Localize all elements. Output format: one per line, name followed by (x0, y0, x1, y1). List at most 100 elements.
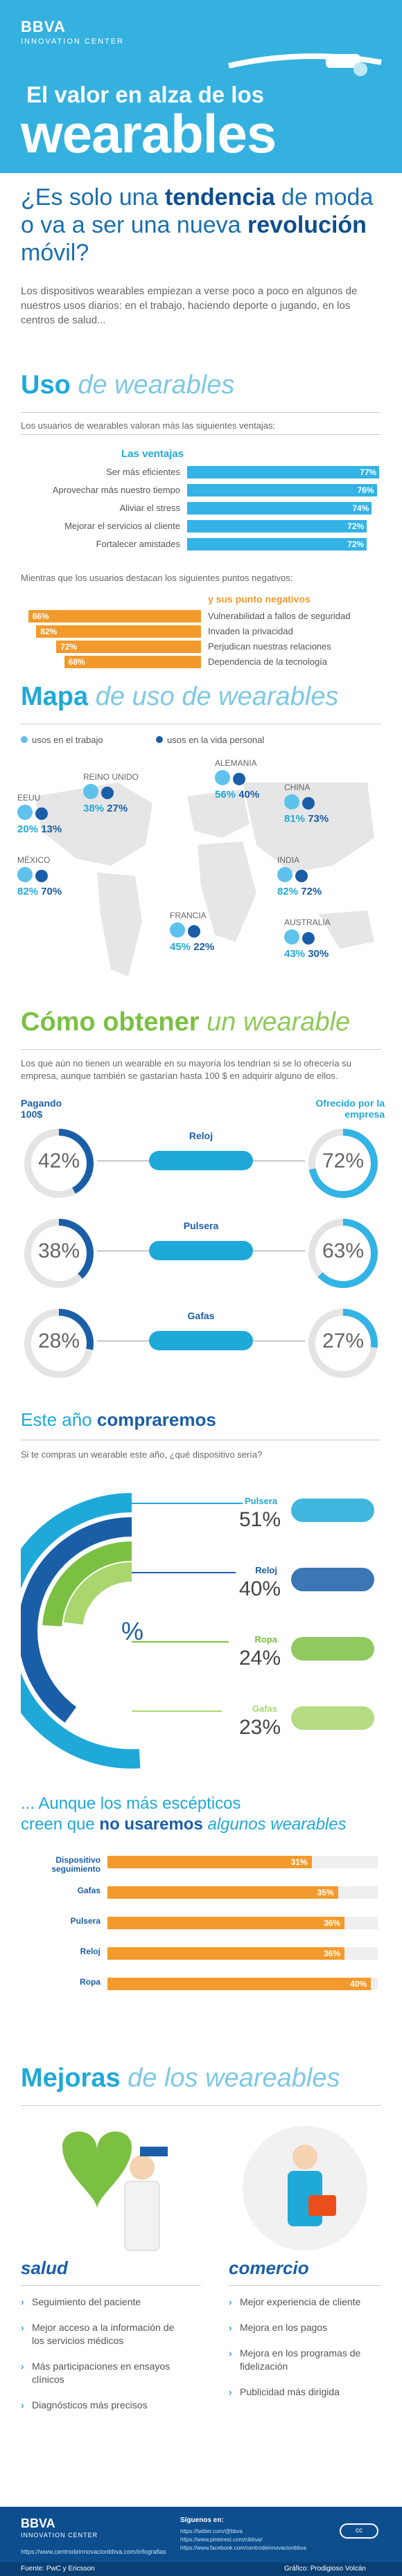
negative-label: Perjudican nuestras relaciones (208, 641, 331, 652)
country-values: 81% 73% (284, 813, 381, 825)
work-value: 81% (284, 813, 308, 825)
compraremos-title: Este año compraremos (0, 1409, 402, 1431)
advantage-bar: 77% (187, 466, 380, 478)
paying-title: Pagando 100$ (21, 1098, 62, 1120)
negative-value: 86% (32, 611, 49, 621)
chevron-right-icon: › (21, 2361, 24, 2372)
skeptic-bar: 31% (107, 1856, 312, 1868)
work-dot (284, 794, 299, 810)
world-map (35, 782, 374, 976)
life-value: 70% (41, 886, 62, 897)
legend-work-label: usos en el trabajo (32, 735, 103, 745)
advantage-label: Mejorar el servicios al cliente (64, 521, 180, 531)
list-item: › Más participaciones en ensayos clínicos (21, 2360, 187, 2386)
device-icon (291, 1706, 374, 1730)
ring-value: 23% (238, 1716, 281, 1739)
device-icon (149, 1151, 253, 1170)
skeptic-value: 31% (290, 1857, 308, 1867)
no-usaremos-title: ... Aunque los más escépticos creen que … (0, 1794, 402, 1835)
paying-value: 42% (37, 1150, 80, 1172)
ring-value-arc (308, 1129, 378, 1198)
footer-links: https://twitter.com/@bbva https://www.pin… (180, 2528, 306, 2552)
advantage-value: 72% (347, 539, 365, 549)
country-values: 56% 40% (215, 789, 312, 800)
country-dots (17, 867, 114, 884)
mejoras-title-bold: Mejoras (21, 2064, 121, 2093)
compraremos-title-rest: Este año (21, 1409, 97, 1430)
list-item-text: Más participaciones en ensayos clínicos (32, 2361, 171, 2385)
glasses-icon (228, 53, 382, 76)
work-value: 43% (284, 948, 308, 960)
work-dot (17, 867, 33, 882)
list-item-text: Mejora en los pagos (240, 2322, 328, 2333)
country-dots (284, 794, 381, 811)
brand-subtitle: INNOVATION CENTER (21, 37, 125, 46)
ring-value-arc (24, 1309, 94, 1378)
list-item: › Mejora en los programas de fidelización (229, 2347, 381, 2373)
donut-ring (24, 1309, 94, 1378)
no-usaremos-line1: ... Aunque los más escépticos (21, 1794, 241, 1813)
chevron-right-icon: › (21, 2296, 24, 2307)
life-value: 13% (41, 823, 62, 835)
map-country: FRANCIA 45% 22% (170, 911, 267, 953)
ring-arc (21, 1493, 141, 1769)
negative-value: 72% (60, 642, 78, 652)
cc-license-icon: cc (340, 2523, 378, 2539)
line2-bold: no usaremos (99, 1815, 203, 1834)
work-dot (17, 805, 33, 820)
legend-life-dot (156, 736, 163, 743)
device-label: Reloj (189, 1130, 213, 1141)
obtener-title-rest: un wearable (199, 1008, 351, 1037)
list-item-text: Seguimiento del paciente (32, 2296, 141, 2307)
work-dot (170, 922, 185, 938)
legend-life-label: usos en la vida personal (167, 735, 265, 745)
footer-bottom-bar (0, 2562, 402, 2576)
rings-chart (21, 1493, 141, 1769)
country-name: EEUU (17, 793, 41, 803)
salud-title: salud (21, 2257, 68, 2278)
country-values: 82% 72% (277, 886, 374, 897)
health-illustration-icon (62, 2131, 168, 2251)
device-label: Pulsera (183, 1220, 219, 1231)
bbva-logo[interactable]: BBVA (21, 18, 66, 35)
list-item: › Mejora en los pagos (229, 2321, 381, 2334)
list-item-text: Mejor acceso a la información de los ser… (32, 2322, 175, 2346)
map-country: ALEMANIA 56% 40% (215, 758, 312, 800)
country-dots (277, 867, 374, 884)
footer-link[interactable]: https://twitter.com/@bbva (180, 2528, 243, 2534)
ring-connector (132, 1572, 236, 1573)
list-item: › Seguimiento del paciente (21, 2296, 187, 2309)
ring-value-arc (308, 1309, 378, 1378)
comercio-list: › Mejor experiencia de cliente › Mejora en … (229, 2296, 381, 2411)
footer-link[interactable]: https://www.facebook.com/centrodeinnovac… (180, 2545, 306, 2551)
list-item-text: Mejor experiencia de cliente (240, 2296, 361, 2307)
hero-title-line1: El valor en alza de los (26, 82, 264, 107)
neg-lead: Mientras que los usuarios destacan los s… (21, 573, 293, 583)
list-item: › Publicidad más dirigida (229, 2386, 381, 2399)
country-dots (17, 805, 114, 821)
mapa-title-rest: de uso de wearables (88, 682, 339, 711)
skeptic-bar: 35% (107, 1886, 338, 1899)
divider (21, 1049, 381, 1050)
negative-label: Invaden la privacidad (208, 626, 293, 636)
work-dot (284, 929, 299, 945)
list-item-text: Mejora en los programas de fidelización (240, 2347, 361, 2372)
footer-url[interactable]: https://www.centrodeinnovacionbbva.com/i… (21, 2548, 166, 2555)
donut-ring (308, 1219, 378, 1288)
country-dots (83, 784, 180, 800)
no-usaremos-section: ... Aunque los más escépticos creen que … (0, 1794, 402, 2043)
map-country: AUSTRALIA 43% 30% (284, 918, 381, 960)
footer-brand-sub: INNOVATION CENTER (21, 2532, 98, 2539)
legend-work-dot (21, 736, 28, 743)
ring-name: Ropa (254, 1634, 278, 1645)
footer-logo[interactable]: BBVA (21, 2516, 55, 2530)
no-usaremos-line2: creen que no usaremos algunos wearables (21, 1814, 402, 1835)
ring-value: 51% (238, 1508, 281, 1531)
work-dot (277, 867, 292, 882)
ring-value-arc (308, 1219, 378, 1288)
uso-title-rest: de wearables (70, 370, 235, 400)
footer-source: Fuente: PwC y Ericsson (21, 2565, 95, 2573)
footer-link[interactable]: https://www.pinterest.com/cibbva/ (180, 2537, 263, 2543)
rings-center-label: % (121, 1617, 144, 1645)
